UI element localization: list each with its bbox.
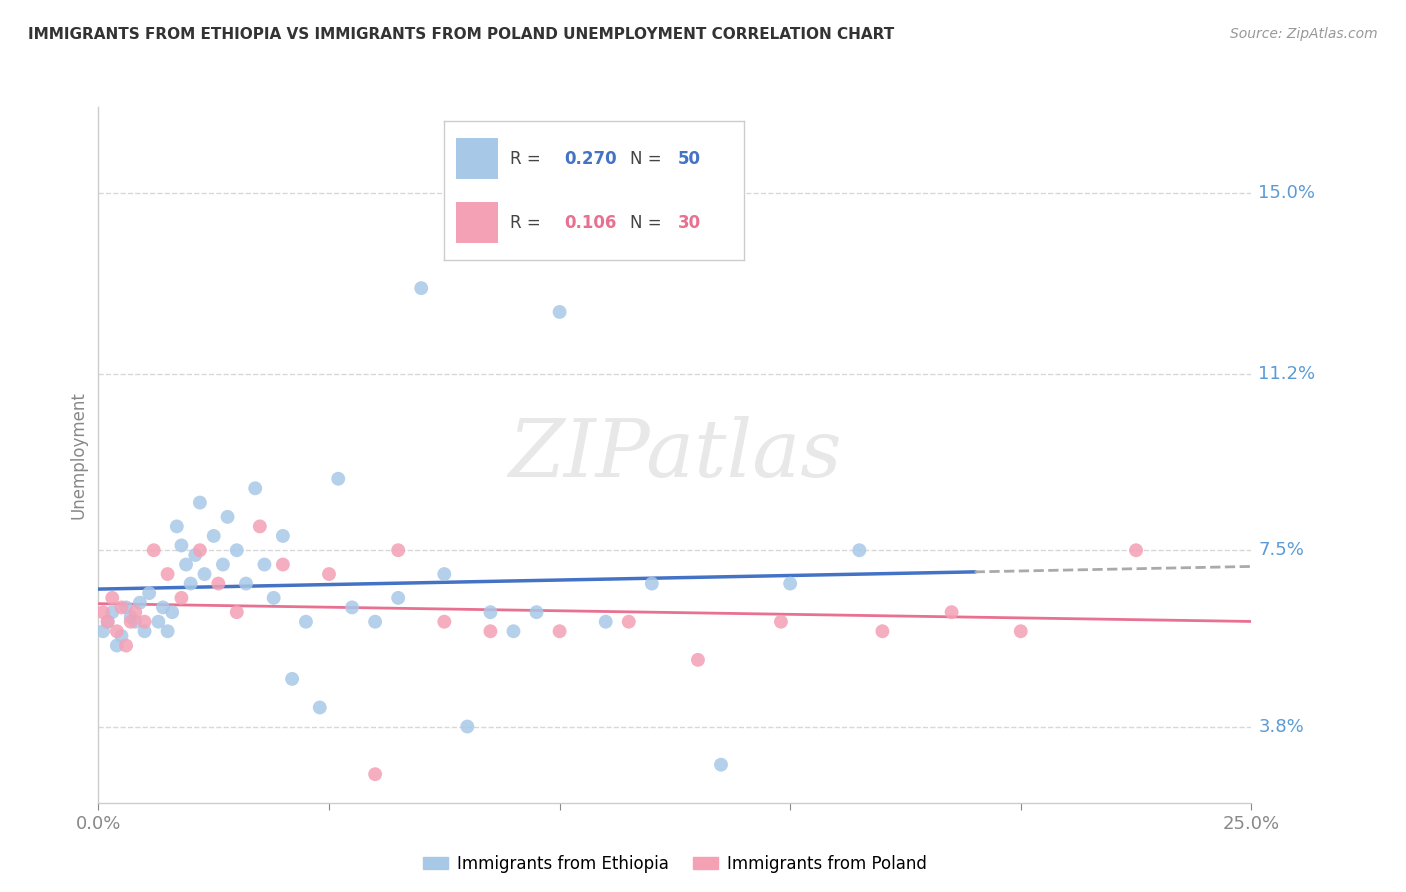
Point (110, 629, 132, 643)
Point (872, 624, 894, 639)
Point (120, 615, 142, 629)
Point (295, 615, 318, 629)
Point (134, 615, 156, 629)
Point (129, 596, 152, 610)
Point (134, 624, 156, 639)
Y-axis label: Unemployment: Unemployment (69, 391, 87, 519)
Point (170, 591, 193, 605)
Point (245, 481, 267, 495)
Point (101, 605, 124, 619)
Point (124, 615, 146, 629)
Point (170, 539, 193, 553)
Point (479, 624, 502, 639)
Point (174, 558, 197, 572)
Point (387, 591, 409, 605)
Point (340, 600, 363, 615)
Point (641, 576, 664, 591)
Text: 11.2%: 11.2% (1258, 365, 1316, 383)
Point (212, 558, 235, 572)
Point (225, 605, 247, 619)
Point (526, 605, 548, 619)
Point (271, 558, 294, 572)
Point (101, 591, 124, 605)
Point (710, 757, 733, 772)
Text: IMMIGRANTS FROM ETHIOPIA VS IMMIGRANTS FROM POLAND UNEMPLOYMENT CORRELATION CHAR: IMMIGRANTS FROM ETHIOPIA VS IMMIGRANTS F… (28, 27, 894, 42)
Legend: Immigrants from Ethiopia, Immigrants from Poland: Immigrants from Ethiopia, Immigrants fro… (416, 848, 934, 880)
Point (686, 653, 709, 667)
Text: 7.5%: 7.5% (1258, 541, 1305, 559)
Point (271, 529, 294, 543)
Point (148, 615, 170, 629)
Point (225, 543, 247, 558)
Point (281, 672, 304, 686)
Point (502, 624, 524, 639)
Point (308, 700, 330, 714)
Point (202, 529, 225, 543)
Point (249, 519, 271, 533)
Point (433, 567, 456, 582)
Point (180, 576, 202, 591)
Point (387, 543, 409, 558)
Text: 3.8%: 3.8% (1258, 717, 1305, 736)
Point (779, 576, 801, 591)
Point (156, 624, 179, 639)
Point (97, 615, 120, 629)
Text: Source: ZipAtlas.com: Source: ZipAtlas.com (1230, 27, 1378, 41)
Point (941, 605, 963, 619)
Point (110, 600, 132, 615)
Point (235, 576, 257, 591)
Point (548, 305, 571, 319)
Point (91, 624, 114, 639)
Text: ZIPatlas: ZIPatlas (508, 417, 842, 493)
Point (115, 639, 138, 653)
Point (152, 600, 174, 615)
Point (91, 605, 114, 619)
Point (548, 624, 571, 639)
Point (263, 591, 285, 605)
Point (479, 605, 502, 619)
Point (166, 519, 188, 533)
Point (193, 567, 215, 582)
Point (124, 605, 146, 619)
Point (364, 767, 387, 781)
Point (411, 281, 433, 295)
Point (188, 495, 211, 509)
Point (105, 624, 128, 639)
Point (328, 472, 350, 486)
Point (97, 615, 120, 629)
Point (188, 543, 211, 558)
Point (769, 615, 792, 629)
Point (160, 605, 183, 619)
Point (617, 615, 640, 629)
Point (217, 509, 239, 524)
Point (1125, 543, 1147, 558)
Text: 15.0%: 15.0% (1258, 184, 1316, 202)
Point (120, 610, 142, 624)
Point (456, 720, 478, 734)
Point (1010, 624, 1032, 639)
Point (595, 615, 617, 629)
Point (156, 567, 179, 582)
Point (207, 576, 229, 591)
Point (253, 558, 276, 572)
Point (318, 567, 340, 582)
Point (105, 639, 128, 653)
Point (364, 615, 387, 629)
Point (184, 548, 207, 562)
Point (142, 543, 165, 558)
Point (848, 543, 870, 558)
Point (115, 600, 138, 615)
Point (138, 586, 160, 600)
Point (433, 615, 456, 629)
